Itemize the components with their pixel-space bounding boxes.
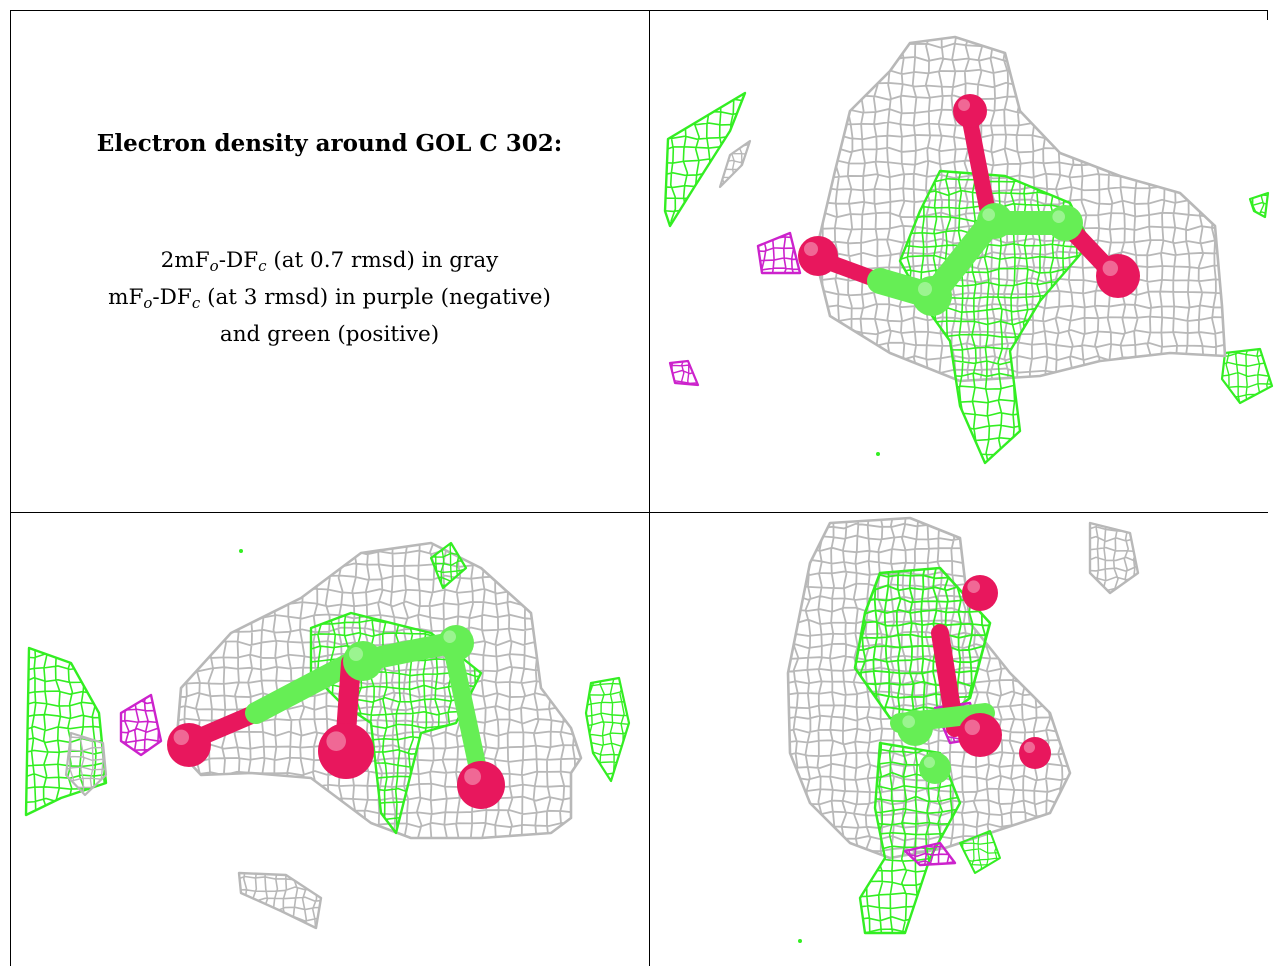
caption-cell: Electron density around GOL C 302: 2mFo-… (10, 10, 649, 512)
negative-density (119, 693, 163, 757)
carbon-atom-1 (343, 641, 383, 681)
gray-density-mesh (174, 541, 583, 840)
positive-density-right (584, 676, 631, 783)
gray-density-fragment-right (1088, 521, 1140, 595)
caption-legend: 2mFo-DFc (at 0.7 rmsd) in gray mFo-DFc (… (10, 245, 649, 351)
oxygen-atom-left (798, 236, 838, 276)
oxygen-atom-center (958, 713, 1002, 757)
carbon-atom-3 (1047, 205, 1083, 241)
density-panel-bottom-left (11, 513, 649, 966)
density-render-bottom-right (786, 516, 1140, 943)
oxygen-atom-right (1019, 737, 1051, 769)
table-border-right-top (1267, 10, 1268, 20)
positive-density-left (24, 646, 108, 817)
carbon-atom-2 (977, 203, 1013, 239)
oxygen-atom-left (167, 723, 211, 767)
legend-line-positive: and green (positive) (219, 322, 440, 347)
carbon-atom-2 (438, 625, 474, 661)
negative-density-left (756, 231, 802, 275)
gray-density-mesh (786, 516, 1072, 860)
caption-title: Electron density around GOL C 302: (96, 130, 563, 157)
density-panel-bottom-right (650, 513, 1278, 966)
gray-density-fragment (718, 139, 752, 189)
density-render-bottom-left (24, 541, 631, 930)
oxygen-atom-right (1096, 254, 1140, 298)
table-border-top (10, 10, 1268, 11)
positive-density-right (1220, 347, 1274, 405)
positive-density-dot (876, 452, 880, 456)
carbon-atom-1 (897, 710, 933, 746)
table-border-row (10, 512, 1268, 513)
bond-c-c-left (245, 652, 362, 724)
table-border-middle (649, 10, 650, 966)
oxygen-atom-top (962, 575, 998, 611)
bond-c-c-right (442, 634, 490, 792)
legend-line-fofc: mFo-DFc (at 3 rmsd) in purple (negative) (108, 285, 551, 312)
gray-density-fragment-left (64, 731, 108, 797)
positive-density-top (429, 541, 468, 590)
table-border-left (10, 10, 11, 966)
carbon-atom-1 (912, 276, 952, 316)
legend-line-2fofc: 2mFo-DFc (at 0.7 rmsd) in gray (160, 248, 499, 275)
positive-density-dot (798, 939, 802, 943)
gray-density-fragment-bottom (237, 871, 323, 930)
positive-density-tiny (1248, 191, 1270, 219)
oxygen-atom-right (457, 761, 505, 809)
density-render-top-right (663, 35, 1274, 465)
positive-density-dot (239, 549, 243, 553)
carbon-atom-2 (919, 752, 951, 784)
oxygen-atom-top (953, 94, 987, 128)
density-panel-top-right (650, 11, 1278, 511)
oxygen-atom-center (318, 723, 374, 779)
negative-density-small (668, 359, 700, 387)
negative-density-lower (903, 841, 957, 867)
